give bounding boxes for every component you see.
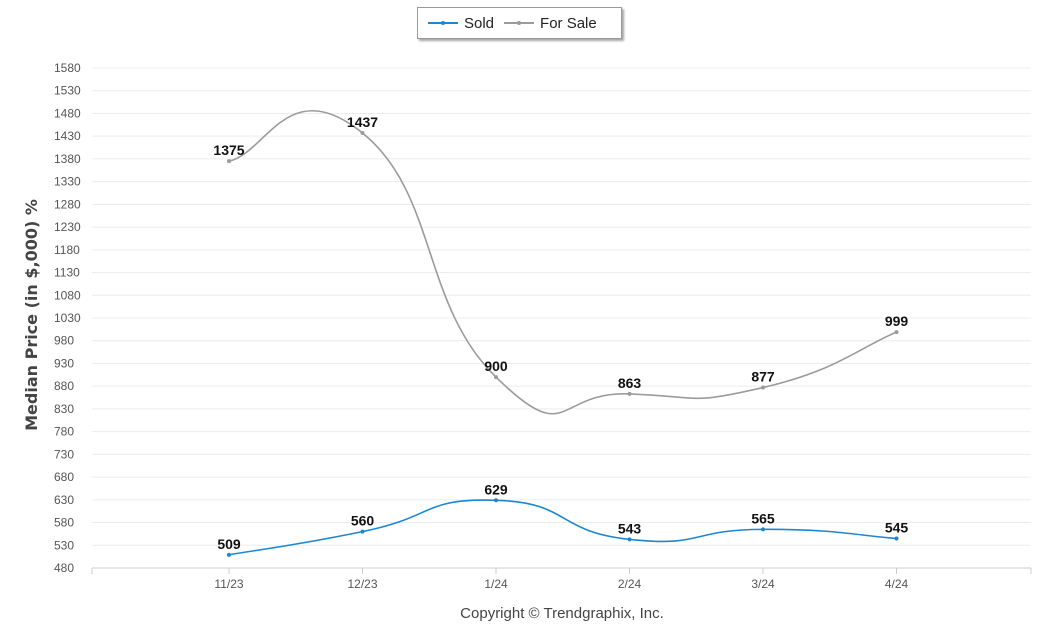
y-tick-label: 680 bbox=[54, 470, 74, 484]
data-label-for-sale: 877 bbox=[751, 369, 775, 385]
y-tick-label: 1180 bbox=[54, 243, 80, 257]
data-point-sold[interactable] bbox=[627, 537, 632, 542]
data-label-sold: 565 bbox=[751, 510, 775, 526]
data-label-sold: 545 bbox=[885, 519, 909, 535]
y-tick-label: 930 bbox=[54, 356, 74, 370]
data-label-for-sale: 863 bbox=[618, 375, 642, 391]
data-point-sold[interactable] bbox=[761, 527, 765, 532]
data-label-for-sale: 900 bbox=[484, 358, 508, 374]
y-tick-label: 1130 bbox=[54, 266, 80, 280]
y-tick-label: 830 bbox=[54, 402, 74, 416]
legend-item-for-sale[interactable]: For Sale bbox=[504, 15, 597, 32]
legend-swatch-for-sale bbox=[504, 21, 535, 25]
y-tick-label: 780 bbox=[54, 425, 74, 439]
x-axis-label: Copyright © Trendgraphix, Inc. bbox=[460, 605, 664, 622]
data-point-sold[interactable] bbox=[494, 498, 498, 503]
y-tick-label: 1430 bbox=[54, 129, 81, 143]
x-axis-ticks: 11/23 12/23 1/24 2/24 3/24 4/24 bbox=[91, 568, 1032, 591]
y-tick-label: 730 bbox=[54, 447, 74, 461]
y-tick-label: 1480 bbox=[54, 106, 81, 120]
y-tick-label: 480 bbox=[54, 561, 74, 575]
y-tick-label: 1580 bbox=[54, 61, 81, 75]
y-tick-label: 1080 bbox=[54, 288, 81, 302]
data-label-sold: 560 bbox=[351, 513, 375, 529]
data-point-for-sale[interactable] bbox=[360, 131, 365, 135]
y-tick-label: 630 bbox=[54, 493, 74, 507]
data-label-for-sale: 1437 bbox=[347, 114, 378, 130]
data-point-for-sale[interactable] bbox=[761, 385, 765, 390]
legend-item-sold[interactable]: Sold bbox=[428, 15, 494, 32]
legend-label-for-sale: For Sale bbox=[540, 14, 597, 32]
data-point-sold[interactable] bbox=[894, 536, 899, 541]
data-point-for-sale[interactable] bbox=[227, 159, 231, 164]
y-tick-label: 1030 bbox=[54, 311, 81, 325]
y-tick-label: 580 bbox=[54, 516, 74, 530]
x-tick-label: 12/23 bbox=[347, 577, 377, 591]
y-axis-ticks: 480 530 580 630 680 730 780 830 880 930 980 1030 108… bbox=[54, 61, 81, 575]
data-labels: 509 560 629 543 565 545 1375 1437 900 863 877 999 bbox=[213, 114, 908, 552]
series-line-sold bbox=[228, 499, 897, 556]
data-point-for-sale[interactable] bbox=[627, 391, 632, 396]
x-tick-label: 4/24 bbox=[885, 577, 909, 591]
series-line-for-sale bbox=[228, 109, 897, 415]
y-tick-label: 980 bbox=[54, 334, 74, 348]
data-point-sold[interactable] bbox=[227, 552, 231, 557]
data-point-for-sale[interactable] bbox=[894, 330, 899, 335]
data-label-sold: 509 bbox=[217, 536, 241, 552]
data-point-sold[interactable] bbox=[360, 529, 365, 534]
x-tick-label: 11/23 bbox=[214, 577, 243, 591]
data-label-for-sale: 1375 bbox=[213, 142, 244, 158]
y-tick-label: 1330 bbox=[54, 175, 81, 189]
data-label-sold: 543 bbox=[618, 520, 642, 536]
x-tick-label: 3/24 bbox=[751, 577, 775, 591]
y-tick-label: 530 bbox=[54, 538, 74, 552]
y-tick-label: 1380 bbox=[54, 152, 81, 166]
legend-label-sold: Sold bbox=[464, 14, 495, 32]
data-point-for-sale[interactable] bbox=[494, 375, 498, 380]
y-tick-label: 1230 bbox=[54, 220, 81, 234]
y-tick-label: 880 bbox=[54, 379, 74, 393]
gridlines bbox=[92, 67, 1031, 569]
legend: Sold For Sale bbox=[417, 7, 622, 39]
y-tick-label: 1280 bbox=[54, 197, 81, 211]
x-tick-label: 2/24 bbox=[618, 577, 642, 591]
data-label-sold: 629 bbox=[484, 481, 508, 497]
series-group bbox=[227, 109, 899, 557]
y-axis-label: Median Price (in $,000) % bbox=[22, 199, 41, 431]
data-label-for-sale: 999 bbox=[885, 313, 909, 329]
y-tick-label: 1530 bbox=[54, 84, 81, 98]
legend-swatch-sold bbox=[428, 21, 458, 25]
x-tick-label: 1/24 bbox=[484, 577, 508, 591]
